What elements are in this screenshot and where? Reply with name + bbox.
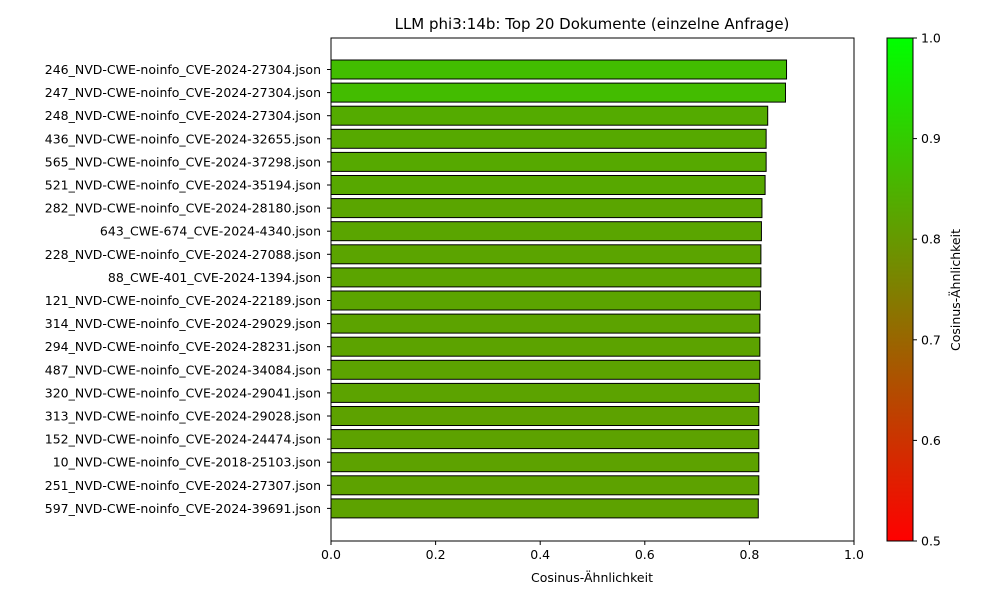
colorbar-tick-label: 0.9: [921, 131, 941, 146]
bar: [330, 175, 766, 195]
bar: [330, 59, 788, 80]
bar: [330, 406, 760, 426]
x-tick-labels: 0.0 0.2 0.4 0.6 0.8 1.0: [321, 541, 864, 562]
bar: [330, 313, 761, 334]
bar: [330, 267, 762, 288]
y-tick-label: 88_CWE-401_CVE-2024-1394.json: [108, 270, 321, 285]
bar: [330, 290, 761, 311]
y-tick-label: 294_NVD-CWE-noinfo_CVE-2024-28231.json: [45, 339, 321, 354]
x-tick-label: 0.8: [739, 547, 759, 562]
colorbar-tick-label: 0.6: [921, 433, 941, 448]
bar: [330, 244, 762, 265]
y-tick-label: 248_NVD-CWE-noinfo_CVE-2024-27304.json: [45, 108, 321, 123]
y-tick-label: 121_NVD-CWE-noinfo_CVE-2024-22189.json: [45, 293, 321, 308]
x-tick-label: 0.2: [426, 547, 446, 562]
y-tick-label: 521_NVD-CWE-noinfo_CVE-2024-35194.json: [45, 178, 321, 193]
bar: [330, 336, 761, 357]
plot-frame: [330, 37, 855, 542]
x-axis-label: Cosinus-Ähnlichkeit: [531, 570, 653, 585]
colorbar-tick-label: 0.8: [921, 232, 941, 247]
y-tick-label: 597_NVD-CWE-noinfo_CVE-2024-39691.json: [45, 501, 321, 516]
y-tick-label: 246_NVD-CWE-noinfo_CVE-2024-27304.json: [45, 62, 321, 77]
bar: [330, 498, 759, 519]
y-tick-label: 314_NVD-CWE-noinfo_CVE-2024-29029.json: [45, 316, 321, 331]
bar: [330, 198, 763, 219]
bar: [330, 429, 760, 450]
bar: [330, 359, 761, 380]
bar: [330, 128, 767, 149]
y-tick-label: 10_NVD-CWE-noinfo_CVE-2018-25103.json: [53, 455, 321, 470]
bar: [330, 452, 760, 473]
colorbar: [886, 37, 914, 542]
y-tick-label: 643_CWE-674_CVE-2024-4340.json: [100, 224, 321, 239]
bar: [330, 105, 769, 126]
bar: [330, 151, 767, 172]
y-tick-label: 152_NVD-CWE-noinfo_CVE-2024-24474.json: [45, 432, 321, 447]
chart-title: LLM phi3:14b: Top 20 Dokumente (einzelne…: [395, 15, 790, 33]
bar: [330, 82, 786, 103]
y-tick-labels: 246_NVD-CWE-noinfo_CVE-2024-27304.json 24…: [45, 62, 331, 516]
colorbar-tick-label: 0.5: [921, 534, 941, 549]
y-tick-label: 565_NVD-CWE-noinfo_CVE-2024-37298.json: [45, 154, 321, 169]
bar: [330, 382, 760, 403]
x-tick-label: 0.6: [635, 547, 655, 562]
bar: [330, 475, 760, 496]
colorbar-tick-label: 1.0: [921, 31, 941, 46]
colorbar-label: Cosinus-Ähnlichkeit: [948, 229, 963, 351]
y-tick-label: 282_NVD-CWE-noinfo_CVE-2024-28180.json: [45, 201, 321, 216]
x-tick-label: 0.0: [321, 547, 341, 562]
colorbar-tick-label: 0.7: [921, 332, 941, 347]
bar: [330, 221, 762, 242]
y-tick-label: 247_NVD-CWE-noinfo_CVE-2024-27304.json: [45, 85, 321, 100]
y-tick-label: 487_NVD-CWE-noinfo_CVE-2024-34084.json: [45, 362, 321, 377]
y-tick-label: 436_NVD-CWE-noinfo_CVE-2024-32655.json: [45, 131, 321, 146]
y-tick-label: 320_NVD-CWE-noinfo_CVE-2024-29041.json: [45, 385, 321, 400]
x-tick-label: 1.0: [844, 547, 864, 562]
colorbar-tick-labels: 0.5 0.6 0.7 0.8 0.9 1.0: [913, 31, 941, 549]
y-tick-label: 313_NVD-CWE-noinfo_CVE-2024-29028.json: [45, 409, 321, 424]
x-tick-label: 0.4: [530, 547, 550, 562]
y-tick-label: 251_NVD-CWE-noinfo_CVE-2024-27307.json: [45, 478, 321, 493]
bars-group: [330, 59, 788, 519]
y-tick-label: 228_NVD-CWE-noinfo_CVE-2024-27088.json: [45, 247, 321, 262]
